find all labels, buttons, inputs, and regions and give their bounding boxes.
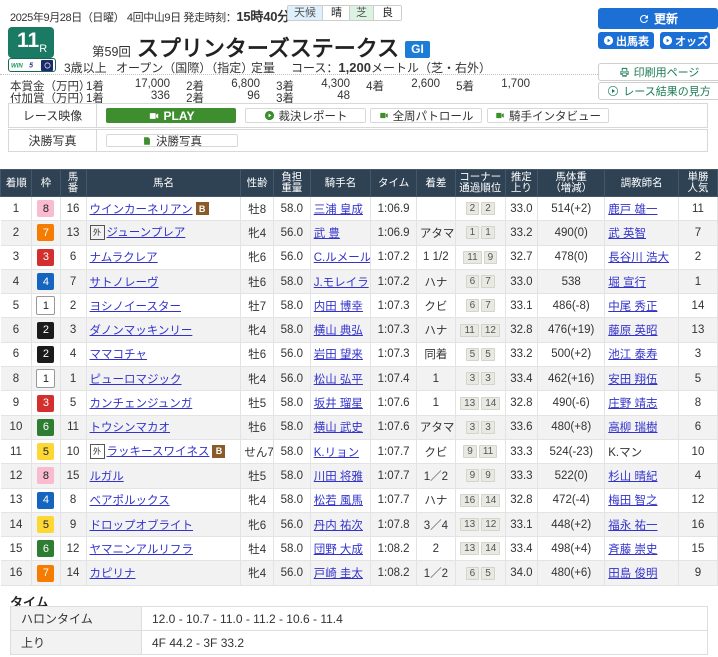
svg-text:5: 5: [29, 62, 33, 69]
svg-text:WIN: WIN: [11, 63, 23, 69]
